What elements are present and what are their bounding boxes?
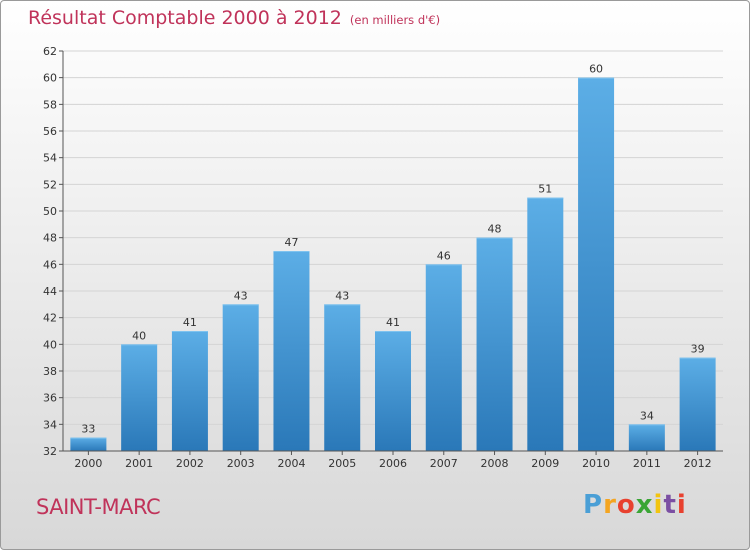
y-tick-label: 40 (43, 338, 57, 351)
bar (628, 424, 665, 451)
data-label: 60 (589, 63, 603, 76)
bar (121, 344, 158, 451)
x-tick-label: 2003 (227, 457, 255, 470)
data-label: 34 (640, 409, 654, 422)
data-label: 41 (386, 316, 400, 329)
y-tick-label: 60 (43, 72, 57, 85)
x-tick-label: 2007 (430, 457, 458, 470)
x-tick-label: 2009 (531, 457, 559, 470)
x-axis-ticks: 2000 2001 2002 2003 2004 2005 2006 2007 2008 2009… (74, 451, 712, 470)
bar (679, 357, 716, 451)
y-tick-label: 58 (43, 98, 57, 111)
y-tick-label: 32 (43, 445, 57, 458)
bar (375, 331, 411, 451)
bar (222, 304, 259, 451)
data-label: 41 (183, 316, 197, 329)
logo-letter: i (653, 490, 664, 520)
commune-name: SAINT-MARC (36, 495, 161, 519)
bar (70, 437, 107, 451)
logo-letter: o (616, 490, 636, 520)
x-tick-label: 2011 (633, 457, 661, 470)
y-tick-label: 52 (43, 178, 57, 191)
x-tick-label: 2000 (74, 457, 102, 470)
y-tick-label: 46 (43, 258, 57, 271)
y-tick-label: 62 (43, 45, 57, 58)
x-tick-label: 2002 (176, 457, 204, 470)
logo-letter: r (603, 490, 617, 520)
logo-letter: i (676, 490, 687, 520)
y-tick-label: 56 (43, 125, 57, 138)
bar (425, 264, 462, 451)
data-label: 48 (488, 223, 502, 236)
x-tick-label: 2006 (379, 457, 407, 470)
data-label: 40 (132, 329, 146, 342)
bar (578, 77, 615, 452)
logo-letter: P (583, 490, 604, 520)
chart-title: Résultat Comptable 2000 à 2012 (en millie… (28, 7, 440, 29)
chart-title-text: Résultat Comptable 2000 à 2012 (28, 7, 342, 29)
bar (324, 304, 361, 451)
logo-letter: t (663, 490, 677, 520)
y-tick-label: 48 (43, 232, 57, 245)
y-tick-label: 38 (43, 365, 57, 378)
bar (273, 251, 310, 451)
bar (527, 197, 564, 451)
data-label: 43 (234, 289, 248, 302)
chart-unit: (en milliers d'€) (349, 13, 441, 27)
y-tick-label: 44 (43, 285, 57, 298)
data-label: 46 (437, 249, 451, 262)
data-label: 47 (284, 236, 298, 249)
data-label: 43 (335, 289, 349, 302)
logo-letter: x (635, 490, 654, 520)
y-tick-label: 50 (43, 205, 57, 218)
y-tick-label: 42 (43, 312, 57, 325)
y-tick-label: 54 (43, 152, 57, 165)
x-tick-label: 2008 (481, 457, 509, 470)
x-tick-label: 2012 (684, 457, 712, 470)
data-label: 33 (81, 423, 95, 436)
y-axis-ticks: 32 34 36 38 40 42 44 46 48 50 52 54 56 58 60 62 (43, 45, 63, 458)
y-tick-label: 36 (43, 392, 57, 405)
x-tick-label: 2004 (277, 457, 305, 470)
bar (171, 331, 208, 451)
proxiti-logo: Proxiti (583, 490, 687, 520)
data-label: 39 (691, 343, 705, 356)
x-tick-label: 2001 (125, 457, 153, 470)
x-tick-label: 2010 (582, 457, 610, 470)
data-labels: 33 40 41 43 47 43 41 46 48 51 60 34 39 (81, 63, 704, 436)
bar (476, 237, 513, 451)
y-tick-label: 34 (43, 418, 57, 431)
data-label: 51 (538, 183, 552, 196)
x-tick-label: 2005 (328, 457, 356, 470)
bars (70, 77, 716, 452)
